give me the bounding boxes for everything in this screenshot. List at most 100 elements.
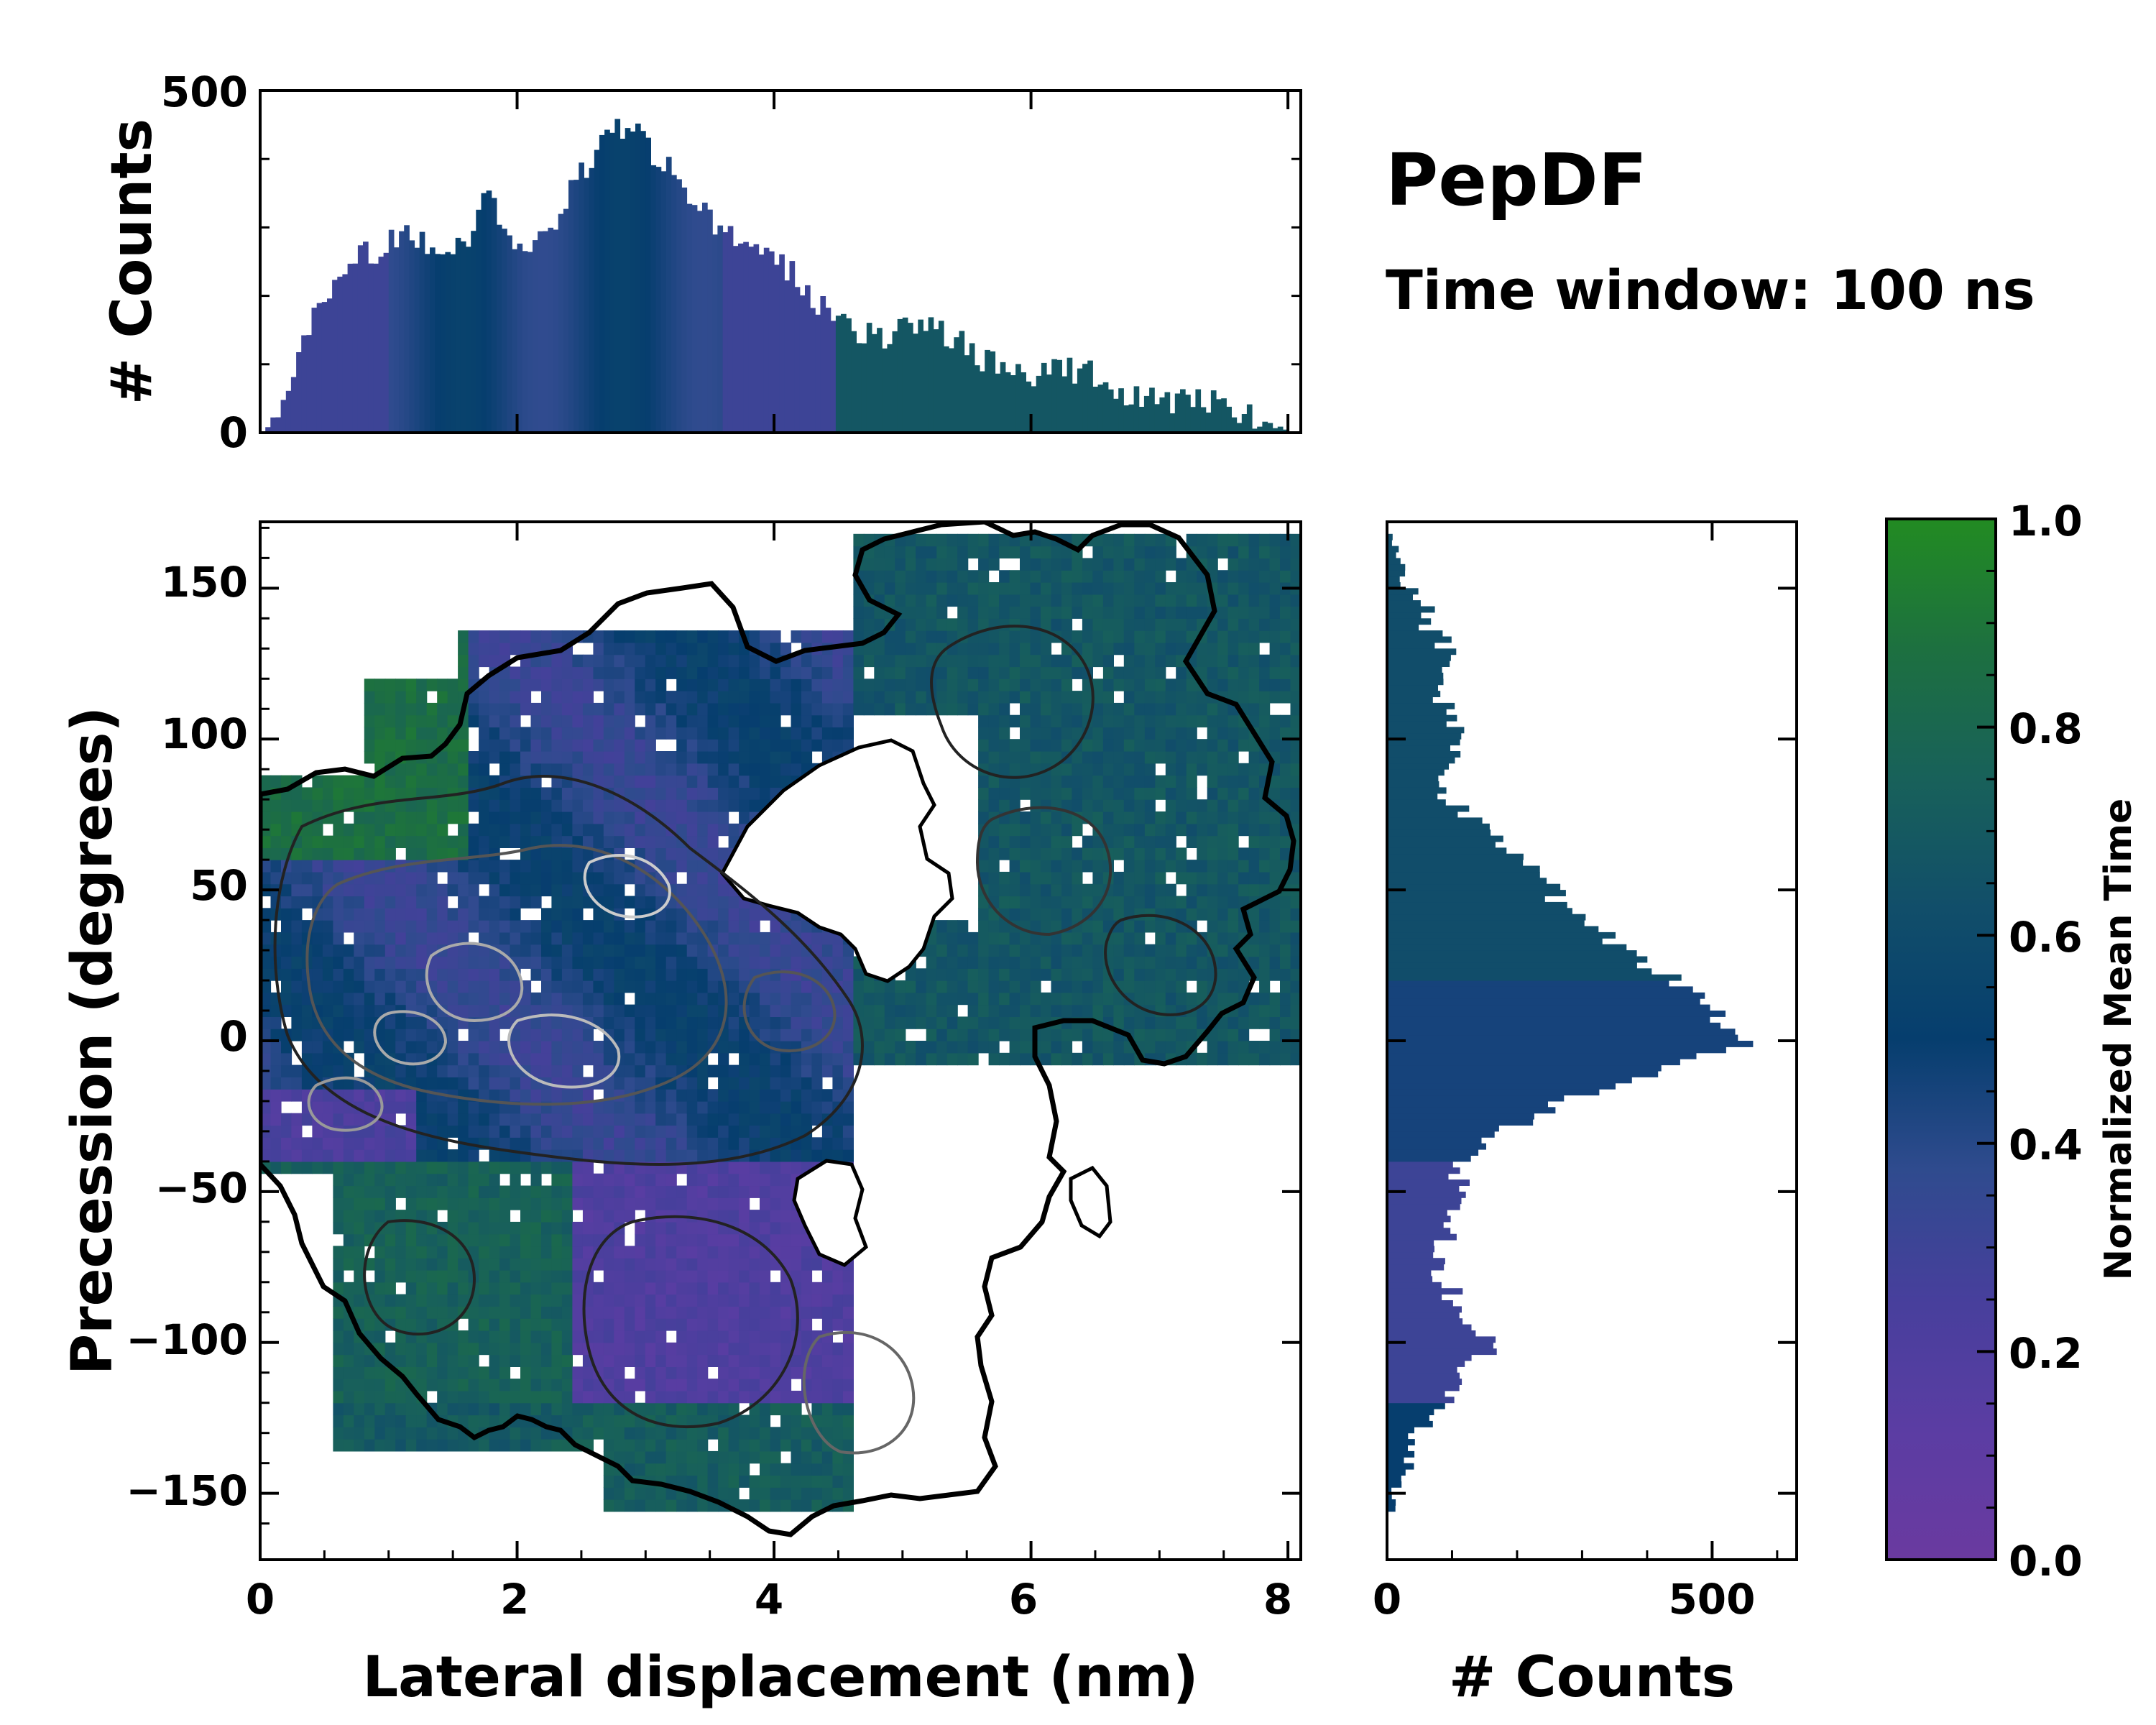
heatmap-cell [624, 1029, 635, 1041]
heatmap-cell [499, 1439, 511, 1452]
heatmap-cell [946, 944, 958, 957]
heatmap-cell [1072, 908, 1083, 921]
heatmap-cell [1041, 654, 1052, 668]
heatmap-cell [416, 1427, 428, 1440]
heatmap-cell [791, 1149, 802, 1162]
heatmap-cell [780, 956, 792, 969]
heatmap-cell [718, 944, 729, 957]
heatmap-cell [1186, 871, 1197, 885]
heatmap-cell [479, 1004, 490, 1017]
heatmap-cell [624, 1197, 635, 1210]
heatmap-cell [926, 1052, 937, 1066]
heatmap-cell [1009, 980, 1021, 993]
heatmap-cell [426, 932, 438, 945]
heatmap-cell [749, 1342, 760, 1356]
heatmap-cell [905, 570, 916, 583]
heatmap-cell [426, 1427, 438, 1440]
heatmap-cell [1102, 606, 1114, 619]
heatmap-cell [801, 1089, 813, 1102]
heatmap-cell [1009, 763, 1021, 776]
heatmap-cell [312, 920, 323, 933]
heatmap-cell [561, 1016, 573, 1029]
heatmap-cell [541, 1041, 553, 1054]
top-histogram-bar [877, 328, 883, 433]
heatmap-cell [999, 654, 1010, 668]
heatmap-cell [676, 1390, 688, 1404]
heatmap-cell [1165, 630, 1176, 643]
heatmap-cell [561, 1064, 573, 1077]
heatmap-cell [520, 666, 532, 679]
heatmap-cell [832, 1463, 844, 1476]
heatmap-cell [676, 1306, 688, 1319]
heatmap-cell [1102, 896, 1114, 908]
heatmap-cell [1102, 558, 1114, 571]
heatmap-cell [582, 691, 594, 704]
figure-title: PepDF [1386, 138, 1647, 222]
heatmap-cell [1165, 618, 1176, 631]
heatmap-cell [1134, 847, 1146, 860]
heatmap-cell [749, 1475, 760, 1488]
heatmap-cell [967, 992, 979, 1006]
heatmap-cell [874, 570, 885, 583]
heatmap-cell [561, 1379, 573, 1392]
heatmap-cell [489, 654, 500, 668]
heatmap-cell [655, 1137, 667, 1150]
heatmap-cell [603, 1125, 614, 1138]
heatmap-cell [468, 980, 479, 993]
heatmap-cell [489, 1004, 500, 1017]
heatmap-cell [1102, 811, 1114, 824]
heatmap-cell [811, 739, 823, 752]
heatmap-cell [728, 1427, 740, 1440]
heatmap-cell [967, 1016, 979, 1029]
heatmap-cell [1051, 883, 1062, 897]
top-histogram-bar [671, 175, 677, 433]
heatmap-cell [447, 1125, 459, 1138]
heatmap-cell [665, 944, 677, 957]
heatmap-cell [1102, 1052, 1114, 1066]
heatmap-cell [821, 1427, 833, 1440]
heatmap-cell [811, 1149, 823, 1162]
heatmap-cell [1102, 980, 1114, 993]
heatmap-cell [718, 908, 729, 921]
heatmap-cell [447, 980, 459, 993]
top-histogram-bar [1246, 404, 1253, 433]
heatmap-cell [593, 1064, 604, 1077]
heatmap-cell [1041, 678, 1052, 691]
heatmap-cell [1051, 714, 1062, 728]
top-histogram-bar [563, 208, 569, 433]
heatmap-cell [374, 1366, 386, 1379]
heatmap-cell [468, 1318, 479, 1331]
heatmap-cell [572, 944, 584, 957]
heatmap-cell [707, 630, 719, 643]
heatmap-cell [728, 739, 740, 752]
heatmap-cell [572, 847, 584, 860]
heatmap-cell [770, 1029, 781, 1041]
heatmap-cell [593, 787, 604, 800]
heatmap-cell [811, 630, 823, 643]
heatmap-cell [458, 871, 469, 885]
heatmap-cell [499, 811, 511, 824]
heatmap-cell [541, 714, 553, 728]
heatmap-cell [333, 944, 344, 957]
heatmap-cell [551, 654, 563, 668]
heatmap-cell [707, 1282, 719, 1295]
heatmap-cell [416, 1064, 428, 1077]
heatmap-cell [1102, 799, 1114, 812]
heatmap-cell [561, 678, 573, 691]
heatmap-cell [541, 968, 553, 981]
top-histogram-bar [841, 313, 847, 433]
heatmap-cell [603, 980, 614, 993]
heatmap-cell [593, 1173, 604, 1187]
heatmap-cell [884, 582, 895, 595]
heatmap-cell [1061, 1004, 1073, 1017]
heatmap-cell [999, 871, 1010, 885]
heatmap-cell [728, 763, 740, 776]
heatmap-cell [791, 1221, 802, 1235]
heatmap-cell [614, 1475, 625, 1488]
heatmap-cell [665, 908, 677, 921]
heatmap-cell [572, 920, 584, 933]
heatmap-cell [343, 908, 354, 921]
heatmap-cell [312, 980, 323, 993]
heatmap-cell [707, 1379, 719, 1392]
heatmap-cell [1186, 739, 1197, 752]
